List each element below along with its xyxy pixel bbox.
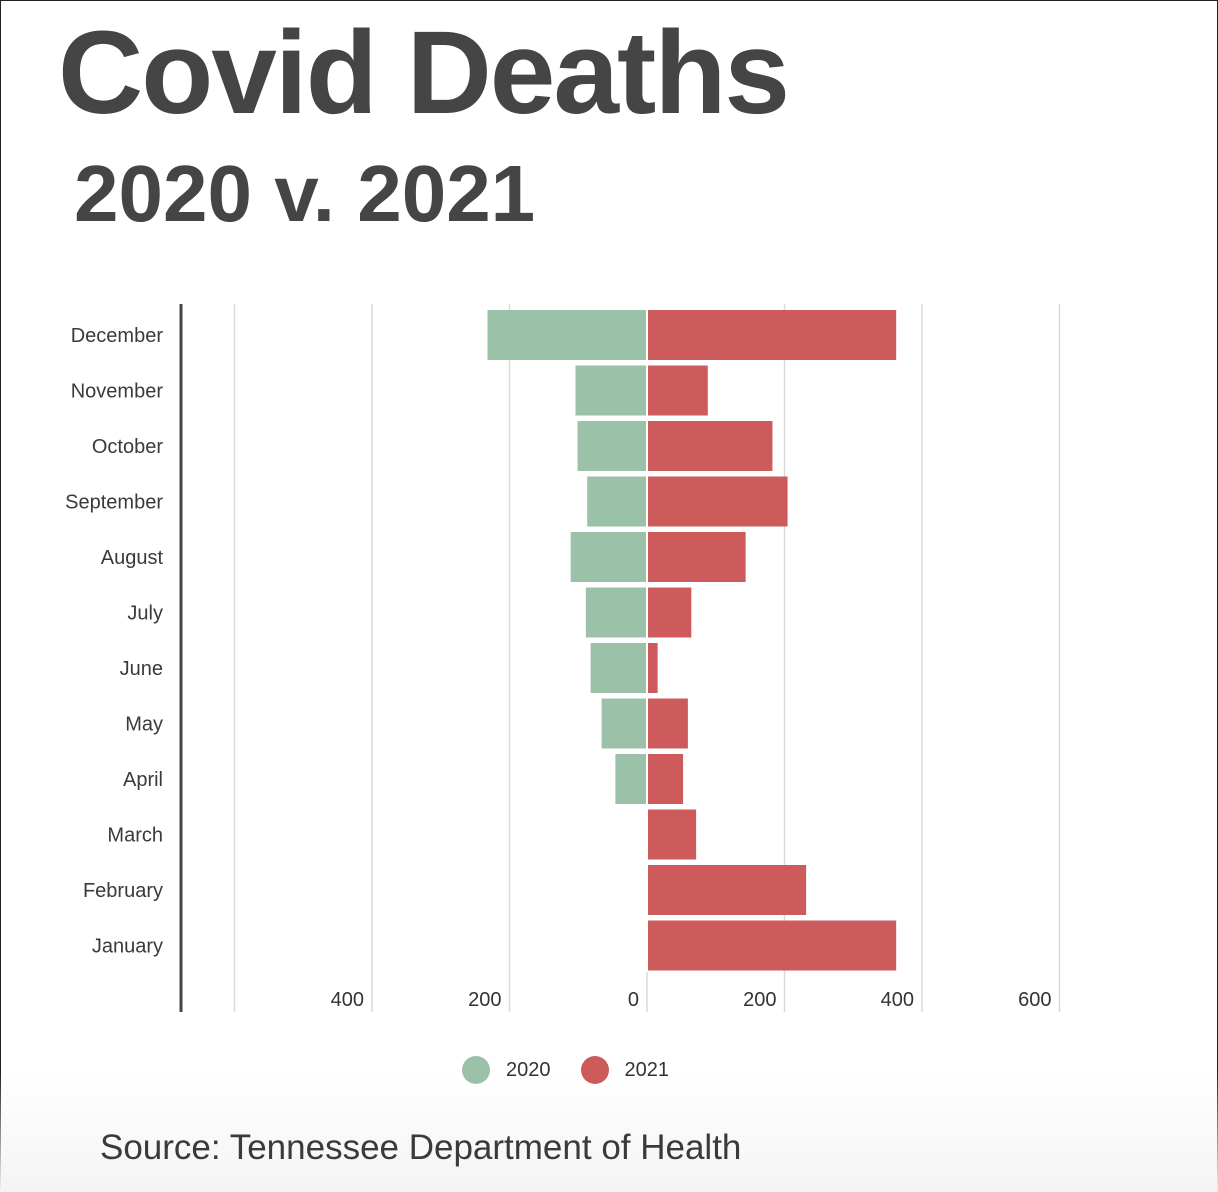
bar-2021 [648, 421, 773, 471]
x-tick-label: 400 [881, 989, 914, 1011]
bottom-fade [0, 1072, 1218, 1192]
source-note: Source: Tennessee Department of Health [100, 1128, 742, 1167]
legend-label-2020: 2020 [506, 1058, 551, 1081]
bar-2021 [648, 643, 658, 693]
bar-2021 [648, 310, 897, 360]
legend-swatch-2021 [580, 1056, 609, 1084]
legend-swatch-2020 [462, 1056, 490, 1084]
bar-2020 [575, 365, 647, 416]
category-label: April [123, 769, 163, 791]
category-label: September [65, 492, 163, 514]
bar-2021 [648, 587, 692, 638]
bar-2021 [648, 754, 684, 804]
bar-2021 [648, 365, 708, 416]
category-label: March [107, 825, 163, 847]
bar-2020 [585, 587, 647, 638]
legend: 2020 2021 [462, 1056, 685, 1084]
bar-2021 [648, 532, 746, 582]
chart-title: Covid Deaths [58, 7, 790, 139]
category-label: October [92, 436, 163, 458]
category-label: December [71, 325, 164, 347]
legend-item-2021[interactable]: 2021 [580, 1056, 670, 1084]
x-tick-label: 400 [331, 989, 364, 1011]
category-label: May [125, 714, 163, 736]
chart-subtitle: 2020 v. 2021 [74, 149, 536, 238]
bar-2021 [648, 698, 688, 749]
category-label: November [71, 381, 164, 403]
x-tick-label: 200 [743, 989, 776, 1011]
bar-2020 [601, 698, 647, 749]
legend-label-2021: 2021 [624, 1058, 670, 1081]
bar-2021 [648, 476, 788, 527]
category-label: July [127, 603, 163, 625]
x-tick-label: 600 [1018, 989, 1051, 1011]
category-label: June [120, 658, 163, 680]
x-tick-label: 0 [628, 989, 639, 1011]
bar-2020 [587, 476, 647, 527]
category-label: January [92, 936, 163, 958]
bar-2020 [590, 643, 647, 693]
bar-2020 [615, 754, 647, 804]
legend-item-2020[interactable]: 2020 [462, 1056, 551, 1084]
bar-chart: December November October September August Ju… [65, 304, 1061, 1012]
category-label: August [101, 547, 164, 569]
x-tick-label: 200 [468, 989, 501, 1011]
bar-2021 [648, 809, 697, 860]
bar-2020 [487, 310, 647, 360]
bar-2021 [648, 865, 807, 915]
bar-2020 [577, 421, 647, 471]
category-label: February [83, 880, 163, 902]
bar-2020 [570, 532, 647, 582]
bar-2021 [648, 920, 897, 971]
